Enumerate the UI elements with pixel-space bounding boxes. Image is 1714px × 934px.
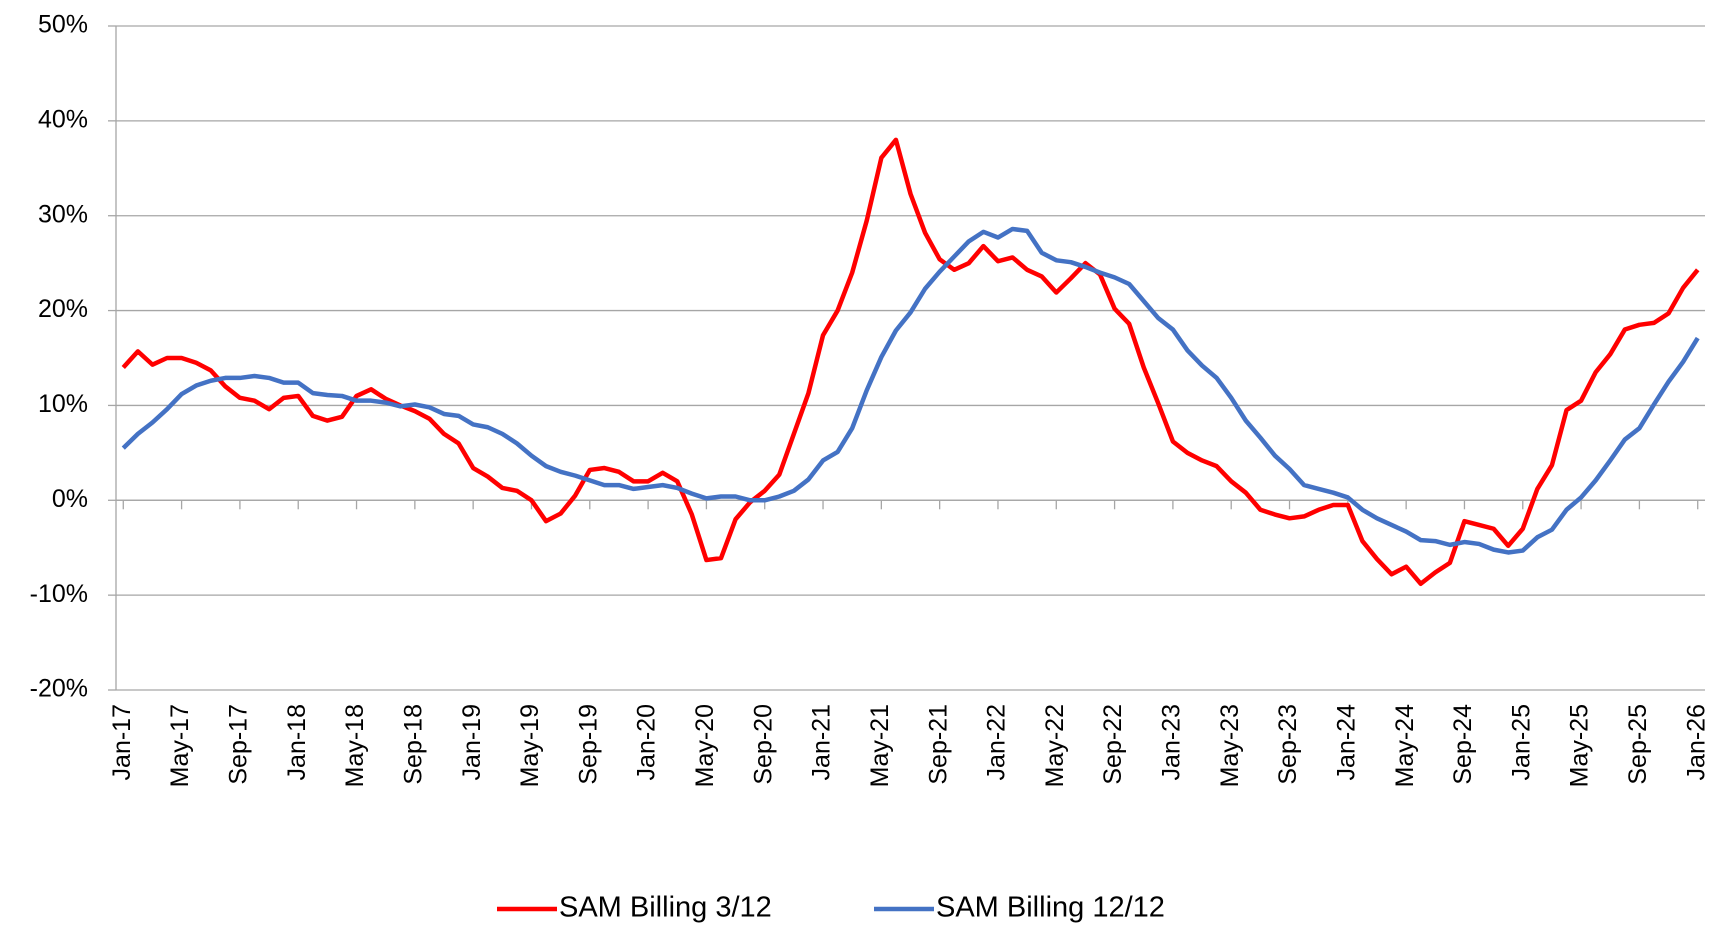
y-tick-label: 0% [52,485,88,513]
x-tick-label: May-18 [341,704,369,787]
x-tick-label: Sep-25 [1624,704,1652,785]
y-tick-label: -10% [30,580,88,608]
y-tick-label: 20% [38,295,88,323]
x-tick-label: Sep-22 [1099,704,1127,785]
x-tick-label: Jan-26 [1682,704,1710,780]
legend-label: SAM Billing 3/12 [559,892,772,924]
x-tick-label: May-22 [1041,704,1069,787]
y-tick-label: 30% [38,200,88,228]
x-tick-label: Sep-24 [1449,704,1477,785]
x-tick-label: Jan-20 [633,704,661,780]
x-tick-label: Sep-18 [399,704,427,785]
x-tick-label: Jan-24 [1332,704,1360,781]
x-tick-label: May-25 [1566,704,1594,787]
x-tick-label: May-20 [691,704,719,787]
x-tick-label: May-24 [1391,704,1419,787]
x-tick-label: Jan-22 [983,704,1011,780]
x-tick-label: Sep-23 [1274,704,1302,785]
series-line [121,226,1700,555]
x-tick-label: Jan-21 [808,704,836,780]
x-tick-label: May-23 [1216,704,1244,787]
x-tick-label: May-21 [866,704,894,787]
x-tick-label: Jan-18 [283,704,311,780]
x-tick-label: May-17 [166,704,194,787]
x-tick-label: Jan-23 [1158,704,1186,780]
x-tick-label: Jan-17 [108,704,136,780]
x-tick-label: Sep-17 [225,704,253,785]
x-tick-label: Sep-19 [574,704,602,785]
x-tick-label: Sep-20 [749,704,777,785]
y-tick-label: 40% [38,105,88,133]
x-tick-label: Jan-25 [1507,704,1535,780]
x-tick-label: Jan-19 [458,704,486,780]
y-tick-label: -20% [30,675,88,703]
series-line [121,137,1700,587]
x-tick-label: May-19 [516,704,544,787]
x-tick-label: Sep-21 [924,704,952,785]
y-tick-label: 50% [38,11,88,39]
y-tick-label: 10% [38,390,88,418]
legend-label: SAM Billing 12/12 [936,892,1165,924]
